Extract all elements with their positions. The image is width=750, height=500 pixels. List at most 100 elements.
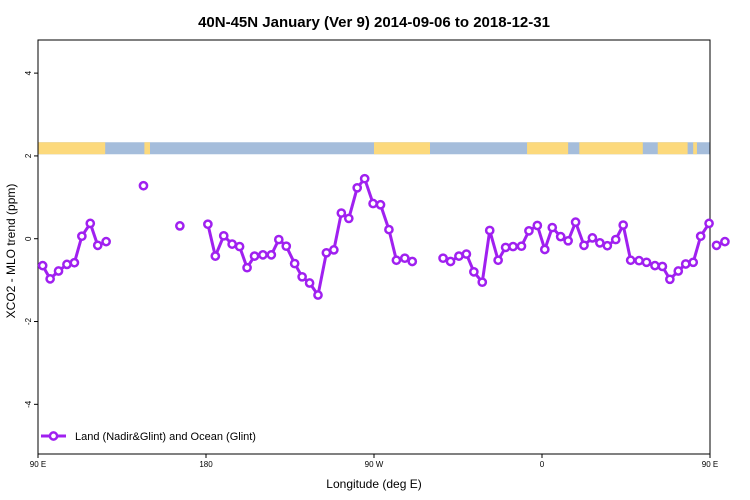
- data-point-45: [493, 255, 503, 266]
- legend-marker-swatch: [48, 431, 59, 441]
- data-point-2: [53, 266, 64, 276]
- data-point-35: [391, 255, 402, 266]
- land-band-6: [693, 142, 697, 155]
- data-point-50: [532, 220, 543, 231]
- data-point-48: [516, 241, 527, 252]
- y-tick-label-2: 0: [24, 236, 33, 241]
- data-point-10: [175, 221, 185, 231]
- data-point-40: [454, 251, 464, 261]
- data-point-52: [547, 222, 558, 233]
- data-point-60: [610, 234, 621, 245]
- series-line-0-0: [41, 221, 107, 281]
- data-point-21: [281, 241, 292, 252]
- data-point-73: [711, 240, 722, 251]
- data-point-29: [343, 213, 354, 224]
- data-point-33: [375, 199, 386, 210]
- series-line-0-3: [206, 177, 413, 297]
- data-point-38: [438, 253, 448, 264]
- data-point-67: [665, 274, 675, 285]
- data-point-53: [555, 231, 566, 242]
- data-point-16: [242, 262, 252, 273]
- land-band-4: [579, 142, 643, 155]
- data-point-1: [45, 274, 55, 284]
- x-tick-label-0: 90 E: [30, 460, 46, 469]
- land-band-0: [38, 142, 106, 155]
- data-point-42: [469, 266, 479, 277]
- data-point-44: [484, 225, 495, 236]
- series-line-0-4: [442, 220, 711, 284]
- data-point-47: [508, 241, 518, 252]
- land-band-5: [657, 142, 688, 155]
- data-point-64: [641, 257, 652, 268]
- data-point-12: [210, 251, 221, 261]
- data-point-11: [203, 219, 213, 230]
- data-point-58: [595, 238, 605, 248]
- data-point-8: [101, 236, 111, 247]
- data-point-71: [695, 231, 706, 242]
- series-land-ocean: [37, 173, 730, 300]
- data-point-72: [704, 218, 714, 229]
- data-point-5: [77, 231, 87, 242]
- data-point-0: [37, 260, 48, 271]
- data-point-28: [336, 208, 347, 218]
- data-point-26: [321, 247, 332, 258]
- chart-title: 40N-45N January (Ver 9) 2014-09-06 to 20…: [198, 14, 550, 31]
- data-point-22: [289, 258, 300, 269]
- data-point-19: [266, 250, 277, 260]
- data-point-39: [445, 256, 456, 267]
- data-point-74: [720, 236, 730, 247]
- land-band-3: [527, 142, 569, 155]
- data-point-62: [625, 255, 636, 266]
- data-point-7: [92, 240, 103, 251]
- data-point-66: [657, 261, 668, 272]
- data-point-14: [227, 239, 237, 249]
- data-point-13: [218, 230, 229, 241]
- surface-band: [38, 142, 710, 155]
- x-tick-label-1: 180: [199, 460, 213, 469]
- data-point-63: [634, 255, 644, 266]
- data-point-65: [650, 260, 660, 271]
- data-point-34: [384, 224, 394, 235]
- data-point-6: [85, 218, 96, 229]
- data-point-27: [329, 245, 339, 255]
- data-point-41: [461, 249, 472, 259]
- land-band-2: [374, 142, 430, 155]
- data-point-51: [539, 244, 550, 255]
- data-point-61: [618, 220, 629, 230]
- x-tick-label-3: 0: [540, 460, 545, 469]
- x-tick-label-2: 90 W: [365, 460, 384, 469]
- data-point-24: [304, 278, 315, 288]
- data-point-69: [680, 259, 691, 269]
- x-axis-label: Longitude (deg E): [326, 477, 421, 491]
- data-point-55: [570, 217, 581, 228]
- data-point-56: [579, 240, 589, 251]
- x-tick-label-4: 90 E: [702, 460, 718, 469]
- x-axis: 90 E 180 90 W 0 90 E: [30, 454, 718, 469]
- land-band-1: [144, 142, 150, 155]
- legend-label: Land (Nadir&Glint) and Ocean (Glint): [75, 431, 256, 443]
- y-tick-label-0: -4: [24, 400, 33, 408]
- legend: Land (Nadir&Glint) and Ocean (Glint): [41, 431, 256, 443]
- data-point-15: [234, 241, 245, 252]
- data-point-49: [524, 226, 534, 236]
- y-tick-label-3: 2: [24, 153, 33, 158]
- data-point-59: [602, 240, 613, 251]
- data-point-20: [273, 234, 284, 245]
- data-point-18: [258, 250, 268, 260]
- y-tick-label-1: -2: [24, 317, 33, 325]
- data-point-30: [352, 182, 363, 193]
- data-point-54: [563, 235, 573, 246]
- data-point-9: [138, 180, 149, 191]
- data-point-31: [359, 173, 370, 184]
- y-axis: -4 -2 0 2 4: [24, 70, 38, 408]
- data-point-43: [477, 277, 488, 288]
- data-point-3: [62, 259, 72, 270]
- data-point-68: [673, 266, 684, 276]
- data-point-36: [399, 253, 410, 264]
- data-point-32: [368, 198, 378, 209]
- data-point-25: [313, 290, 323, 300]
- data-point-37: [407, 256, 418, 267]
- data-point-46: [500, 242, 511, 253]
- y-tick-label-4: 4: [24, 70, 33, 75]
